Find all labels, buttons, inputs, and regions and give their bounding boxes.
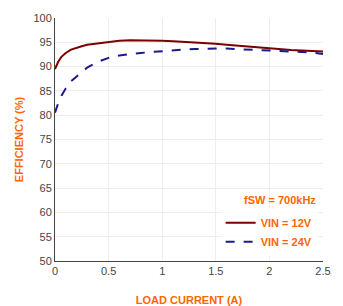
svg-text:95: 95 bbox=[40, 36, 52, 48]
svg-text:90: 90 bbox=[40, 60, 52, 72]
svg-text:0.5: 0.5 bbox=[101, 265, 116, 277]
svg-text:55: 55 bbox=[40, 231, 52, 243]
svg-text:VIN = 12V: VIN = 12V bbox=[261, 217, 312, 229]
svg-text:2: 2 bbox=[266, 265, 272, 277]
svg-text:2.5: 2.5 bbox=[315, 265, 330, 277]
svg-text:50: 50 bbox=[40, 255, 52, 267]
svg-text:75: 75 bbox=[40, 133, 52, 145]
svg-text:1.5: 1.5 bbox=[208, 265, 223, 277]
svg-text:VIN = 24V: VIN = 24V bbox=[261, 236, 312, 248]
svg-text:LOAD CURRENT (A): LOAD CURRENT (A) bbox=[136, 294, 243, 306]
svg-text:100: 100 bbox=[33, 12, 51, 24]
svg-text:0: 0 bbox=[52, 265, 58, 277]
svg-text:80: 80 bbox=[40, 109, 52, 121]
svg-text:60: 60 bbox=[40, 206, 52, 218]
svg-text:fSW = 700kHz: fSW = 700kHz bbox=[244, 194, 316, 206]
svg-text:85: 85 bbox=[40, 85, 52, 97]
svg-text:65: 65 bbox=[40, 182, 52, 194]
svg-text:70: 70 bbox=[40, 158, 52, 170]
svg-text:1: 1 bbox=[159, 265, 165, 277]
svg-text:EFFICIENCY (%): EFFICIENCY (%) bbox=[13, 96, 25, 182]
